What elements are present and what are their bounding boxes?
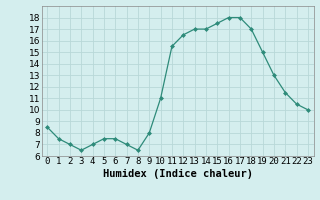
X-axis label: Humidex (Indice chaleur): Humidex (Indice chaleur) xyxy=(103,169,252,179)
